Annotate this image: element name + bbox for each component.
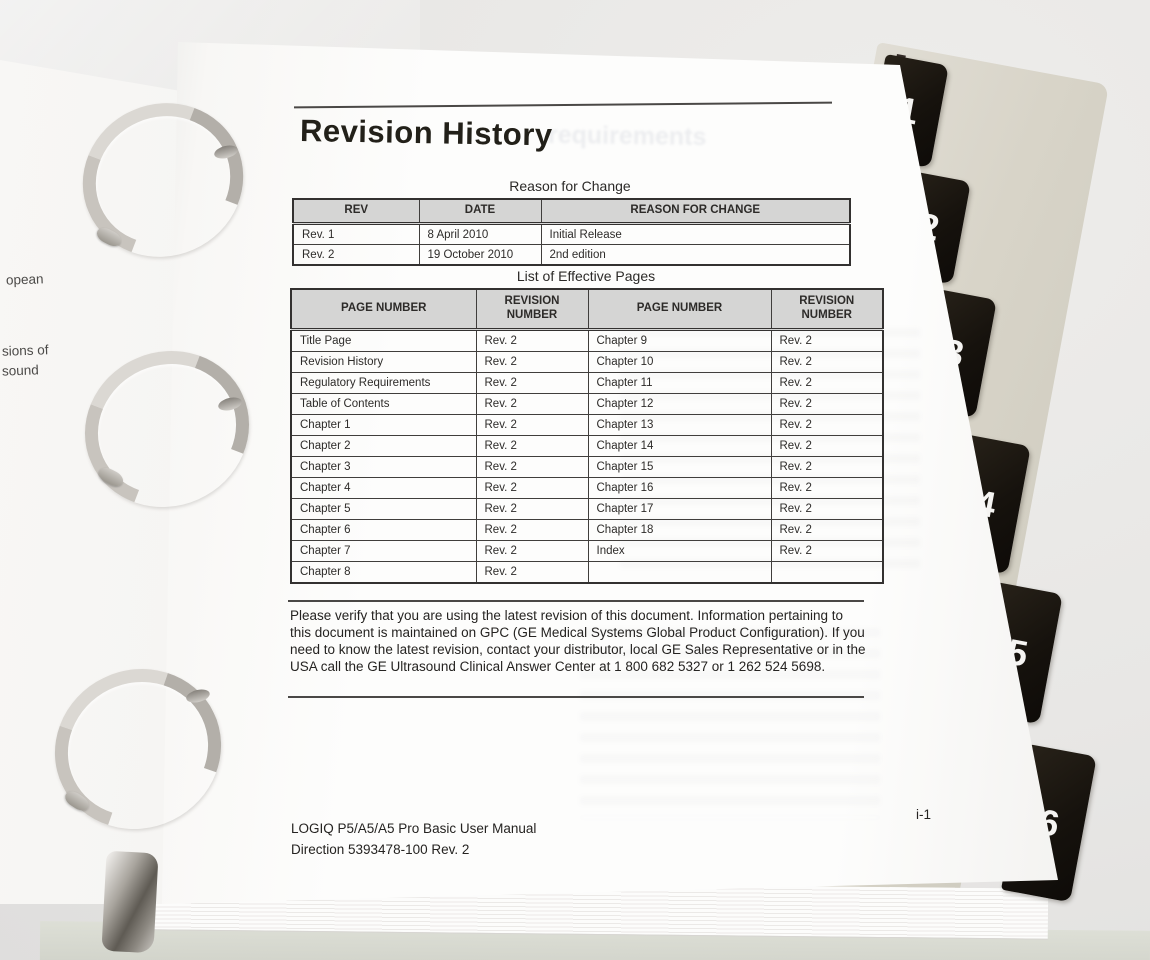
cell: Chapter 13 — [587, 414, 772, 436]
table-row: Revision History Rev. 2 Chapter 10 Rev. … — [290, 351, 884, 373]
title-rule — [294, 101, 832, 109]
page-title: Revision History — [299, 113, 553, 153]
cell: Rev. 2 — [770, 456, 884, 478]
page-footer: LOGIQ P5/A5/A5 Pro Basic User Manual Dir… — [291, 818, 536, 860]
cell: Rev. 2 — [770, 435, 884, 457]
cell: Rev. 2 — [475, 498, 589, 520]
cell: 8 April 2010 — [418, 223, 542, 245]
table-row: Chapter 3 Rev. 2 Chapter 15 Rev. 2 — [290, 456, 884, 478]
cell: Chapter 5 — [290, 498, 477, 520]
cell: Rev. 2 — [475, 561, 589, 584]
cell: Chapter 16 — [587, 477, 772, 499]
cell: Table of Contents — [290, 393, 477, 415]
table-row: Chapter 2 Rev. 2 Chapter 14 Rev. 2 — [290, 435, 884, 457]
table-header-row: REV DATE REASON FOR CHANGE — [292, 198, 851, 225]
column-header: DATE — [418, 198, 542, 225]
cell: Chapter 6 — [290, 519, 477, 541]
cell: 19 October 2010 — [418, 244, 542, 266]
column-header: REASON FOR CHANGE — [540, 198, 851, 225]
table-row: Rev. 1 8 April 2010 Initial Release — [292, 223, 851, 245]
cell: Rev. 2 — [475, 351, 589, 373]
page-number: i-1 — [916, 807, 932, 822]
showthrough-ghost-text: requirements — [547, 120, 707, 152]
table-row: Chapter 1 Rev. 2 Chapter 13 Rev. 2 — [290, 414, 884, 436]
cell: Chapter 2 — [290, 435, 477, 457]
cell: Title Page — [290, 329, 477, 352]
footer-direction-number: Direction 5393478-100 Rev. 2 — [291, 842, 470, 857]
cell: Rev. 2 — [292, 244, 420, 266]
cell: Rev. 2 — [475, 372, 589, 394]
table-row: Chapter 7 Rev. 2 Index Rev. 2 — [290, 540, 884, 562]
table-header-row: PAGE NUMBER REVISION NUMBER PAGE NUMBER … — [290, 288, 884, 331]
cell — [587, 561, 772, 584]
cell: Rev. 1 — [292, 223, 420, 245]
left-page-fragment: sound — [1, 362, 40, 379]
ring-mechanism-clasp — [101, 850, 159, 954]
table-row: Chapter 8 Rev. 2 — [290, 561, 884, 584]
table-row: Regulatory Requirements Rev. 2 Chapter 1… — [290, 372, 884, 394]
column-header: REV — [292, 198, 420, 225]
table-row: Chapter 6 Rev. 2 Chapter 18 Rev. 2 — [290, 519, 884, 541]
cell: Rev. 2 — [475, 477, 589, 499]
cell: Chapter 18 — [587, 519, 772, 541]
cell — [770, 561, 884, 584]
left-page-fragment: opean — [5, 271, 44, 288]
cell: Chapter 1 — [290, 414, 477, 436]
cell: Rev. 2 — [770, 519, 884, 541]
cell: Rev. 2 — [770, 393, 884, 415]
column-header: PAGE NUMBER — [290, 288, 477, 331]
cell: Regulatory Requirements — [290, 372, 477, 394]
cell: Chapter 7 — [290, 540, 477, 562]
footer-manual-title: LOGIQ P5/A5/A5 Pro Basic User Manual — [291, 821, 537, 836]
cell: Chapter 12 — [587, 393, 772, 415]
cell: Initial Release — [540, 223, 851, 245]
notice-rule-top — [288, 600, 864, 602]
cell: Rev. 2 — [475, 456, 589, 478]
table-row: Chapter 5 Rev. 2 Chapter 17 Rev. 2 — [290, 498, 884, 520]
cell: Rev. 2 — [475, 414, 589, 436]
notice-rule-bottom — [288, 696, 864, 698]
cell: Chapter 10 — [587, 351, 772, 373]
cell: Rev. 2 — [770, 372, 884, 394]
cell: Chapter 9 — [587, 329, 772, 352]
cell: 2nd edition — [540, 244, 851, 266]
reason-for-change-table: REV DATE REASON FOR CHANGE Rev. 1 8 Apri… — [292, 198, 851, 266]
reason-table-caption: Reason for Change — [509, 178, 631, 194]
notice-text: Please verify that you are using the lat… — [290, 608, 866, 674]
cell: Rev. 2 — [475, 329, 589, 352]
cell: Chapter 8 — [290, 561, 477, 584]
cell: Rev. 2 — [770, 477, 884, 499]
cell: Rev. 2 — [770, 351, 884, 373]
cell: Rev. 2 — [770, 329, 884, 352]
column-header: REVISION NUMBER — [475, 288, 589, 331]
table-row: Title Page Rev. 2 Chapter 9 Rev. 2 — [290, 329, 884, 352]
list-of-effective-pages-table: PAGE NUMBER REVISION NUMBER PAGE NUMBER … — [290, 288, 884, 584]
cell: Rev. 2 — [475, 540, 589, 562]
cell: Chapter 4 — [290, 477, 477, 499]
cell: Chapter 14 — [587, 435, 772, 457]
table-row: Chapter 4 Rev. 2 Chapter 16 Rev. 2 — [290, 477, 884, 499]
cell: Rev. 2 — [770, 498, 884, 520]
table-row: Rev. 2 19 October 2010 2nd edition — [292, 244, 851, 266]
cell: Rev. 2 — [475, 519, 589, 541]
table-row: Table of Contents Rev. 2 Chapter 12 Rev.… — [290, 393, 884, 415]
left-page-fragment: sions of — [1, 342, 49, 359]
cell: Revision History — [290, 351, 477, 373]
cell: Chapter 17 — [587, 498, 772, 520]
column-header: REVISION NUMBER — [770, 288, 884, 331]
effective-pages-caption: List of Effective Pages — [516, 268, 656, 284]
cell: Chapter 3 — [290, 456, 477, 478]
cell: Rev. 2 — [475, 393, 589, 415]
cell: Rev. 2 — [770, 540, 884, 562]
cell: Rev. 2 — [770, 414, 884, 436]
cell: Chapter 11 — [587, 372, 772, 394]
cell: Chapter 15 — [587, 456, 772, 478]
cell: Index — [587, 540, 772, 562]
column-header: PAGE NUMBER — [587, 288, 772, 331]
cell: Rev. 2 — [475, 435, 589, 457]
